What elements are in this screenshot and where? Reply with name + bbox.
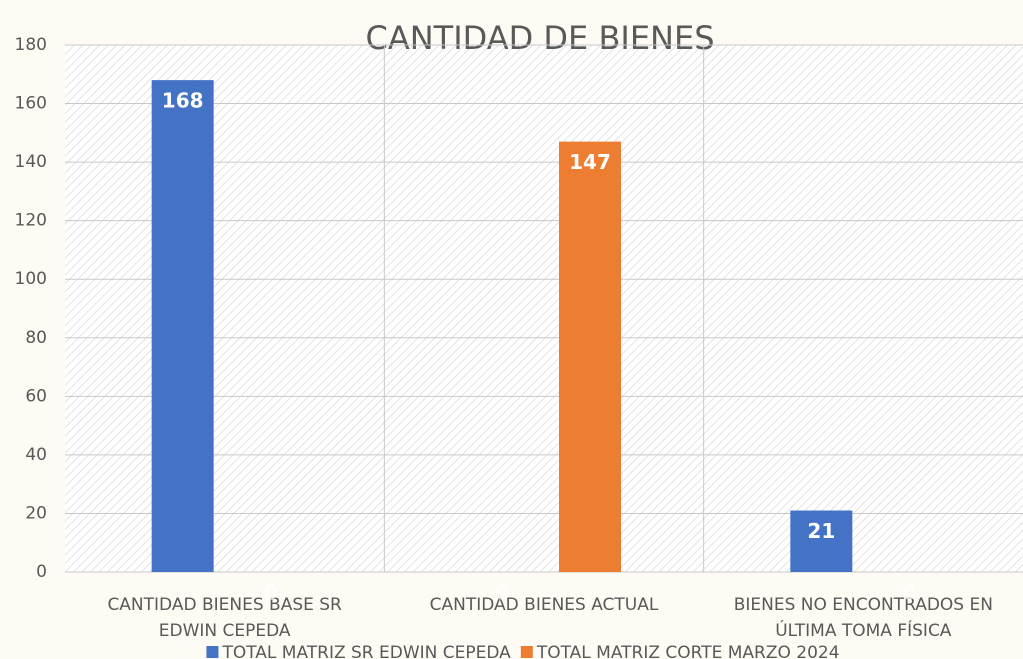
legend-swatch	[206, 646, 219, 658]
y-tick-label: 0	[36, 562, 47, 582]
y-tick-label: 120	[15, 211, 47, 231]
data-label: 0	[902, 581, 916, 605]
data-label: 21	[807, 519, 835, 543]
data-label: 147	[569, 150, 611, 174]
legend-label: TOTAL MATRIZ CORTE MARZO 2024	[536, 643, 840, 659]
data-label: 0	[495, 581, 509, 605]
y-tick-label: 140	[15, 152, 47, 172]
legend-label: TOTAL MATRIZ SR EDWIN CEPEDA	[221, 643, 511, 659]
plot-area	[65, 45, 1023, 572]
data-label: 0	[264, 581, 278, 605]
y-tick-label: 100	[15, 269, 47, 289]
x-tick-label: BIENES NO ENCONTRADOS EN ÚLTIMA TOMA FÍSI…	[734, 595, 993, 641]
chart-title: CANTIDAD DE BIENES	[365, 19, 714, 57]
bar	[559, 141, 621, 572]
bar	[151, 80, 214, 572]
data-label: 168	[162, 89, 204, 113]
y-tick-label: 40	[25, 445, 47, 465]
y-tick-label: 80	[25, 328, 47, 348]
y-tick-label: 160	[15, 94, 47, 114]
y-tick-label: 60	[25, 386, 47, 406]
y-tick-label: 180	[15, 35, 47, 55]
x-tick-label: CANTIDAD BIENES ACTUAL	[430, 595, 659, 615]
x-tick-label: CANTIDAD BIENES BASE SR EDWIN CEPEDA	[107, 595, 342, 641]
y-tick-label: 20	[25, 503, 47, 523]
bar	[790, 510, 853, 572]
legend-swatch	[520, 646, 533, 658]
